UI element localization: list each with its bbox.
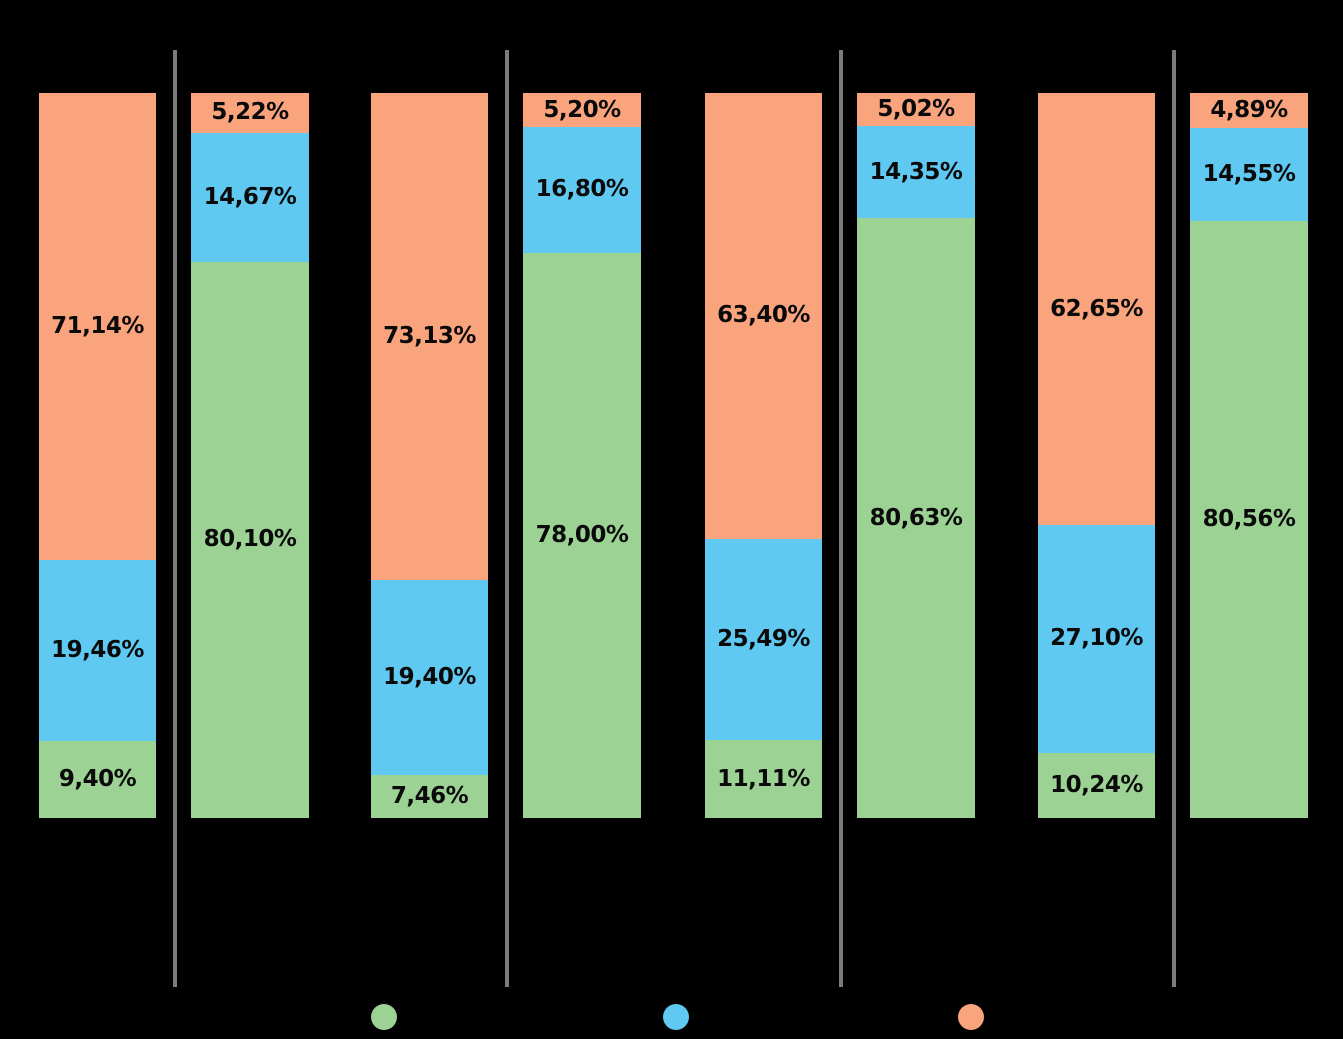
bar-segment-orange: 5,02% xyxy=(857,93,975,127)
bar-segment-green: 10,24% xyxy=(1038,752,1155,818)
bar-segment-blue: 16,80% xyxy=(523,127,641,253)
bar-segment-blue: 14,67% xyxy=(191,132,309,262)
bar-segment-green: 80,10% xyxy=(191,261,309,818)
bar-segment-green: 80,56% xyxy=(1190,221,1308,818)
segment-value-label: 14,55% xyxy=(1202,161,1296,188)
segment-value-label: 14,67% xyxy=(203,183,297,210)
segment-value-label: 4,89% xyxy=(1210,96,1288,123)
segment-value-label: 25,49% xyxy=(717,626,810,653)
bar-segment-green: 7,46% xyxy=(371,775,488,818)
bar-segment-blue: 14,55% xyxy=(1190,127,1308,222)
segment-value-label: 73,13% xyxy=(383,323,476,350)
bar-1: 71,14% 19,46% 9,40% xyxy=(39,93,156,818)
segment-value-label: 7,46% xyxy=(390,783,469,810)
bar-segment-orange: 62,65% xyxy=(1038,93,1155,526)
bar-segment-orange: 63,40% xyxy=(705,93,822,539)
segment-value-label: 78,00% xyxy=(535,521,629,548)
bar-segment-green: 78,00% xyxy=(523,252,641,818)
segment-value-label: 16,80% xyxy=(535,176,629,203)
bar-8: 4,89% 14,55% 80,56% xyxy=(1190,93,1308,818)
segment-value-label: 19,46% xyxy=(51,637,144,664)
segment-value-label: 62,65% xyxy=(1050,295,1143,322)
segment-value-label: 5,22% xyxy=(211,99,289,126)
bar-segment-blue: 19,46% xyxy=(39,559,156,742)
bar-7: 62,65% 27,10% 10,24% xyxy=(1038,93,1155,818)
bar-5: 63,40% 25,49% 11,11% xyxy=(705,93,822,818)
segment-value-label: 80,63% xyxy=(869,504,963,531)
segment-value-label: 11,11% xyxy=(717,765,810,792)
bar-segment-orange: 71,14% xyxy=(39,93,156,560)
bar-segment-orange: 5,22% xyxy=(191,93,309,133)
bar-4: 5,20% 16,80% 78,00% xyxy=(523,93,641,818)
bar-segment-blue: 27,10% xyxy=(1038,525,1155,753)
segment-value-label: 5,20% xyxy=(543,96,621,123)
segment-value-label: 10,24% xyxy=(1050,771,1143,798)
segment-value-label: 63,40% xyxy=(717,302,810,329)
segment-value-label: 80,56% xyxy=(1202,506,1296,533)
bar-segment-blue: 14,35% xyxy=(857,126,975,219)
segment-value-label: 19,40% xyxy=(383,664,476,691)
bar-segment-blue: 19,40% xyxy=(371,580,488,776)
bar-6: 5,02% 14,35% 80,63% xyxy=(857,93,975,818)
segment-value-label: 27,10% xyxy=(1050,625,1143,652)
bar-segment-blue: 25,49% xyxy=(705,538,822,741)
bar-segment-orange: 5,20% xyxy=(523,93,641,128)
bar-segment-orange: 4,89% xyxy=(1190,93,1308,128)
segment-value-label: 80,10% xyxy=(203,526,297,553)
segment-value-label: 9,40% xyxy=(58,766,137,793)
segment-value-label: 5,02% xyxy=(877,96,955,123)
bar-3: 73,13% 19,40% 7,46% xyxy=(371,93,488,818)
bar-2: 5,22% 14,67% 80,10% xyxy=(191,93,309,818)
bar-segment-green: 9,40% xyxy=(39,741,156,818)
segment-value-label: 14,35% xyxy=(869,158,963,185)
pair-divider-line xyxy=(173,50,177,987)
bar-segment-green: 11,11% xyxy=(705,740,822,818)
bar-segment-green: 80,63% xyxy=(857,218,975,818)
bar-segment-orange: 73,13% xyxy=(371,93,488,581)
pair-divider-line xyxy=(505,50,509,987)
segment-value-label: 71,14% xyxy=(51,312,144,339)
pair-divider-line xyxy=(839,50,843,987)
pair-divider-line xyxy=(1172,50,1176,987)
